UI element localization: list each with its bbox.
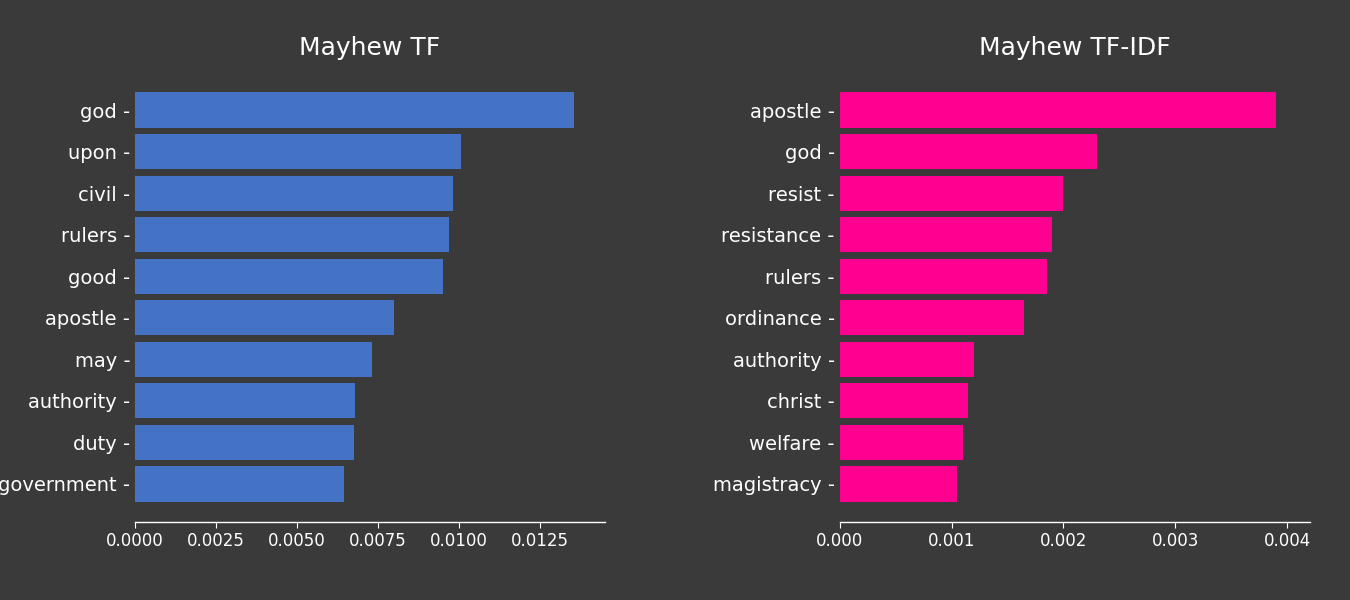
Bar bbox=[135, 425, 354, 460]
Bar bbox=[135, 92, 574, 128]
Title: Mayhew TF: Mayhew TF bbox=[300, 37, 440, 61]
Bar bbox=[135, 466, 344, 502]
Bar bbox=[840, 259, 1046, 294]
Bar bbox=[135, 300, 394, 335]
Bar bbox=[840, 134, 1098, 169]
Bar bbox=[840, 217, 1052, 253]
Bar bbox=[840, 300, 1025, 335]
Bar bbox=[840, 341, 973, 377]
Bar bbox=[135, 259, 443, 294]
Bar bbox=[135, 176, 452, 211]
Bar bbox=[840, 92, 1276, 128]
Bar bbox=[840, 466, 957, 502]
Bar bbox=[840, 176, 1064, 211]
Bar bbox=[840, 383, 968, 418]
Bar bbox=[840, 425, 963, 460]
Bar bbox=[135, 383, 355, 418]
Bar bbox=[135, 217, 450, 253]
Bar bbox=[135, 341, 371, 377]
Bar bbox=[135, 134, 460, 169]
Title: Mayhew TF-IDF: Mayhew TF-IDF bbox=[979, 37, 1170, 61]
